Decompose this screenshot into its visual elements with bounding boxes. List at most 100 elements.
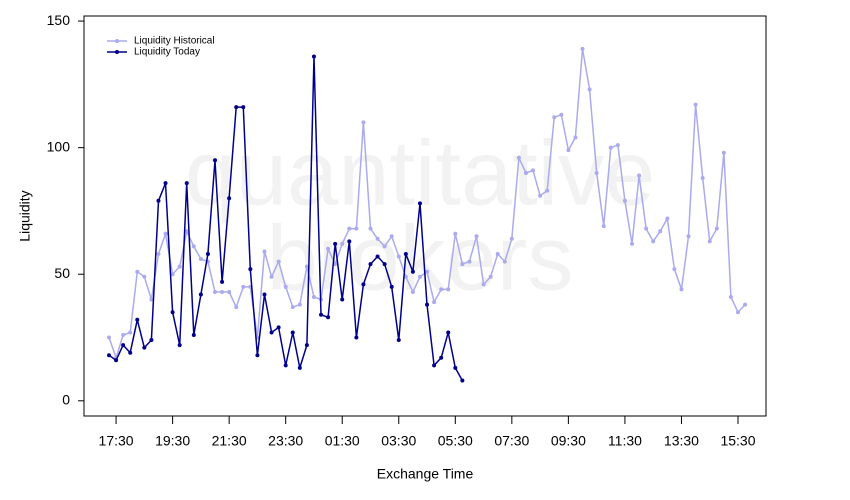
data-point bbox=[509, 236, 514, 241]
data-point bbox=[453, 231, 458, 236]
data-point bbox=[743, 302, 748, 307]
data-point bbox=[333, 241, 338, 246]
x-tick-label: 01:30 bbox=[325, 433, 360, 449]
data-point bbox=[361, 282, 366, 287]
data-point bbox=[686, 234, 691, 239]
data-point bbox=[417, 274, 422, 279]
data-point bbox=[453, 365, 458, 370]
data-point bbox=[163, 231, 168, 236]
data-point bbox=[615, 143, 620, 148]
data-point bbox=[107, 353, 111, 358]
data-point bbox=[728, 295, 733, 300]
data-point bbox=[297, 302, 302, 307]
data-point bbox=[191, 332, 196, 337]
data-point bbox=[227, 289, 232, 294]
x-tick-label: 13:30 bbox=[664, 433, 699, 449]
data-point bbox=[142, 274, 147, 279]
data-point bbox=[269, 330, 274, 335]
y-tick-label: 100 bbox=[47, 138, 71, 154]
data-point bbox=[552, 115, 557, 120]
data-point bbox=[128, 330, 133, 335]
watermark: brokers bbox=[267, 207, 574, 309]
x-tick-label: 05:30 bbox=[438, 433, 473, 449]
data-point bbox=[382, 244, 387, 249]
data-point bbox=[425, 269, 430, 274]
data-point bbox=[333, 262, 338, 267]
data-point bbox=[135, 269, 140, 274]
data-point bbox=[283, 284, 288, 289]
data-point bbox=[177, 264, 182, 269]
data-point bbox=[601, 224, 606, 229]
data-point bbox=[721, 150, 726, 155]
data-point bbox=[368, 226, 373, 231]
data-point bbox=[290, 330, 295, 335]
legend-label: Liquidity Today bbox=[134, 47, 200, 58]
data-point bbox=[135, 317, 140, 322]
legend-marker bbox=[115, 39, 119, 43]
data-point bbox=[128, 350, 133, 355]
data-point bbox=[198, 292, 203, 297]
data-point bbox=[439, 355, 444, 360]
data-point bbox=[121, 332, 126, 337]
data-point bbox=[149, 338, 154, 343]
data-point bbox=[629, 241, 634, 246]
data-point bbox=[403, 251, 408, 256]
data-point bbox=[523, 170, 528, 175]
data-point bbox=[213, 289, 218, 294]
data-point bbox=[205, 251, 210, 256]
data-point bbox=[262, 292, 267, 297]
data-point bbox=[220, 289, 225, 294]
data-point bbox=[170, 272, 175, 277]
data-point bbox=[481, 282, 486, 287]
legend-label: Liquidity Historical bbox=[134, 36, 215, 47]
data-point bbox=[361, 120, 366, 125]
data-point bbox=[283, 363, 288, 368]
data-point bbox=[580, 46, 585, 51]
data-point bbox=[248, 267, 253, 272]
x-tick-label: 11:30 bbox=[608, 433, 642, 449]
data-point bbox=[651, 239, 656, 244]
data-point bbox=[693, 102, 698, 107]
data-point bbox=[608, 145, 613, 150]
data-point bbox=[220, 279, 225, 284]
data-point bbox=[304, 264, 309, 269]
data-point bbox=[149, 297, 154, 302]
data-point bbox=[311, 54, 316, 59]
legend-marker bbox=[115, 50, 119, 54]
x-tick-label: 07:30 bbox=[494, 433, 529, 449]
data-point bbox=[573, 135, 578, 140]
data-point bbox=[114, 358, 119, 363]
data-point bbox=[227, 196, 232, 201]
data-point bbox=[163, 181, 168, 186]
data-point bbox=[545, 188, 550, 193]
data-point bbox=[396, 338, 401, 343]
data-point bbox=[425, 302, 430, 307]
x-tick-label: 09:30 bbox=[551, 433, 586, 449]
plot-frame bbox=[83, 15, 767, 417]
x-tick-label: 17:30 bbox=[99, 433, 134, 449]
data-point bbox=[460, 378, 465, 383]
y-tick-label: 0 bbox=[62, 392, 70, 408]
y-tick-label: 150 bbox=[47, 12, 71, 28]
data-point bbox=[410, 289, 415, 294]
data-point bbox=[290, 305, 295, 310]
data-point bbox=[241, 284, 246, 289]
x-tick-label: 21:30 bbox=[212, 433, 247, 449]
data-point bbox=[191, 244, 196, 249]
data-point bbox=[389, 234, 394, 239]
data-point bbox=[566, 148, 571, 153]
data-point bbox=[460, 262, 465, 267]
data-point bbox=[107, 335, 111, 340]
data-point bbox=[495, 251, 500, 256]
data-point bbox=[177, 343, 182, 348]
data-point bbox=[326, 246, 331, 251]
data-point bbox=[559, 112, 564, 117]
data-point bbox=[184, 181, 189, 186]
data-point bbox=[304, 343, 309, 348]
data-point bbox=[700, 176, 705, 181]
data-point bbox=[156, 198, 161, 203]
x-tick-label: 03:30 bbox=[381, 433, 416, 449]
data-point bbox=[432, 363, 437, 368]
data-point bbox=[269, 274, 274, 279]
